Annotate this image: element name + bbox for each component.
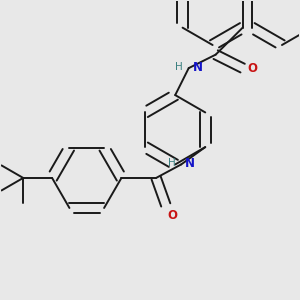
Text: H: H <box>175 62 183 72</box>
Text: O: O <box>168 209 178 222</box>
Text: H: H <box>168 158 176 169</box>
Text: O: O <box>248 61 257 75</box>
Text: N: N <box>185 157 195 170</box>
Text: N: N <box>193 61 202 74</box>
